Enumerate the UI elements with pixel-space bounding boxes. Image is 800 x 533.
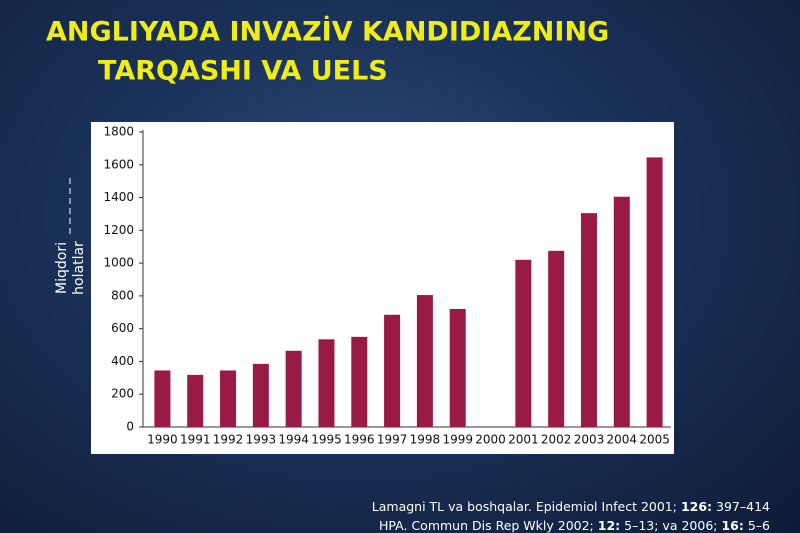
- y-tick-label: 1200: [103, 223, 134, 237]
- x-tick-label: 2005: [639, 433, 670, 447]
- y-tick-label: 200: [111, 387, 134, 401]
- source-part: 16:: [721, 518, 744, 533]
- title-line: ANGLIYADA INVAZİV KANDIDIAZNING: [46, 16, 609, 48]
- x-tick-label: 1992: [213, 433, 244, 447]
- y-tick-label: 800: [111, 288, 134, 302]
- x-tick-label: 1995: [311, 433, 342, 447]
- source-part: 397–414 HPA. Commun Dis Rep Wkly 2002;: [379, 499, 770, 533]
- bar: [187, 374, 204, 427]
- x-tick-label: 1993: [246, 433, 277, 447]
- bar: [646, 157, 663, 427]
- x-tick-label: 1994: [278, 433, 309, 447]
- y-tick-label: 1600: [103, 157, 134, 171]
- x-tick-label: 1990: [147, 433, 178, 447]
- x-tick-label: 2000: [475, 433, 506, 447]
- bar: [220, 370, 237, 427]
- bar: [416, 295, 433, 427]
- title-line: TARQASHI VA UELS: [98, 56, 388, 87]
- source-part: 126:: [680, 499, 713, 514]
- x-tick-label: 1991: [180, 433, 211, 447]
- x-tick-label: 1997: [377, 433, 408, 447]
- x-tick-label: 1999: [442, 433, 473, 447]
- source-part: 12:: [597, 518, 621, 533]
- source-part: Lamagni TL va boshqalar. Epidemiol Infec…: [371, 499, 681, 514]
- bar: [351, 336, 368, 427]
- x-tick-label: 1998: [410, 433, 441, 447]
- x-tick-label: 1996: [344, 433, 375, 447]
- x-tick-label: 2004: [607, 433, 638, 447]
- bar: [515, 259, 532, 427]
- source-part: 5–6: [743, 518, 770, 533]
- y-tick-label: 1800: [103, 125, 134, 139]
- y-tick-label: 400: [111, 354, 134, 368]
- source: Lamagni TL va boshqalar. Epidemiol Infec…: [340, 497, 770, 533]
- y-tick-label: 0: [126, 420, 134, 434]
- y-label-line: Miqdori: [54, 242, 70, 294]
- bar: [613, 196, 630, 427]
- y-tick-label: 1400: [103, 190, 134, 204]
- bar: [252, 363, 269, 427]
- bar: [285, 350, 302, 427]
- bar: [580, 213, 597, 427]
- x-tick-label: 2003: [574, 433, 605, 447]
- bar: [384, 314, 401, 427]
- bar: [154, 370, 171, 427]
- y-label-line: holatlar: [71, 241, 87, 295]
- y-tick-label: 600: [111, 321, 134, 335]
- y-tick-label: 1000: [103, 256, 134, 270]
- x-tick-label: 2002: [541, 433, 572, 447]
- bar: [318, 339, 335, 427]
- source-part: 5–13; va 2006;: [620, 518, 722, 533]
- bar: [449, 309, 466, 427]
- x-tick-label: 2001: [508, 433, 539, 447]
- y-label: Miqdori holatlar: [54, 241, 87, 295]
- bar: [548, 250, 565, 427]
